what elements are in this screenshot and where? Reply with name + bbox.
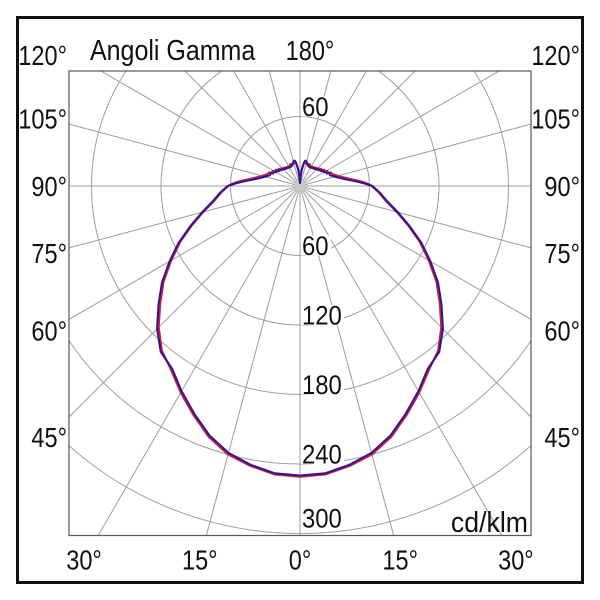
angle-label-right: 60° <box>544 317 580 347</box>
radial-label-mask <box>301 96 331 117</box>
grid-circle <box>91 71 509 395</box>
grid-ray <box>233 71 301 187</box>
angle-label-left: 120° <box>18 41 67 71</box>
radial-tick-label: 60 <box>302 93 329 123</box>
plot-border <box>68 70 532 537</box>
grid-ray <box>97 185 301 536</box>
grid-ray <box>69 185 301 320</box>
outer-frame <box>16 16 584 584</box>
angle-label-right: 105° <box>531 105 580 135</box>
angle-label-left: 75° <box>31 239 67 269</box>
pole-hub <box>294 180 306 192</box>
grid-ray <box>299 71 416 187</box>
grid-circle <box>69 444 531 534</box>
grid-ray <box>299 71 501 187</box>
grid-ray <box>299 71 332 187</box>
angle-axis-labels: 120° 105° 90° 75° 60° 45° 120° 105° 90° 75° 60° 45°… <box>18 41 580 576</box>
angle-label-right: 90° <box>544 172 580 202</box>
grid-circle <box>69 339 531 465</box>
angle-label-bottom: 15° <box>382 545 418 575</box>
grid-ray <box>69 185 301 418</box>
grid-ray <box>69 123 301 187</box>
angle-label-right: 45° <box>544 423 580 453</box>
curve-series-red <box>157 160 443 478</box>
intensity-curves <box>156 159 444 478</box>
angle-label-bottom: 0° <box>289 545 311 575</box>
grid-ray <box>205 185 301 536</box>
angle-label-left: 45° <box>31 423 67 453</box>
radial-axis-labels: 60 120 180 240 300 60 <box>301 93 344 534</box>
grid-ray <box>184 71 301 187</box>
radial-tick-label: 240 <box>302 440 342 470</box>
radial-label-mask <box>301 508 344 528</box>
angle-label-180: 180° <box>286 36 335 66</box>
chart-title: Angoli Gamma <box>90 33 256 66</box>
grid-ray <box>268 71 301 187</box>
angle-label-left: 90° <box>31 172 67 202</box>
radial-unit-label: cd/klm <box>451 506 528 538</box>
grid-ray <box>99 71 301 187</box>
grid-ray <box>299 185 531 320</box>
curve-series-blue <box>156 159 444 477</box>
radial-label-mask <box>301 374 344 395</box>
grid-ray <box>299 71 367 187</box>
radial-tick-label: 60 <box>302 232 329 262</box>
radial-label-mask <box>301 443 344 464</box>
radial-tick-label: 300 <box>302 504 342 534</box>
angle-label-right: 75° <box>544 239 580 269</box>
angle-label-bottom: 30° <box>498 545 534 575</box>
angle-label-bottom: 15° <box>182 545 218 575</box>
grid-ray <box>299 185 503 536</box>
grid-ray <box>299 185 531 418</box>
radial-label-mask <box>301 235 331 256</box>
radial-tick-label: 180 <box>302 371 342 401</box>
grid-ray <box>299 185 395 536</box>
angle-label-bottom: 30° <box>66 545 102 575</box>
grid-ray <box>299 123 531 187</box>
radial-tick-label: 120 <box>302 301 342 331</box>
radial-label-mask <box>301 304 344 325</box>
angle-label-right: 120° <box>531 41 580 71</box>
angle-label-left: 105° <box>18 105 67 135</box>
grid-circle <box>160 71 440 326</box>
angle-label-left: 60° <box>31 317 67 347</box>
